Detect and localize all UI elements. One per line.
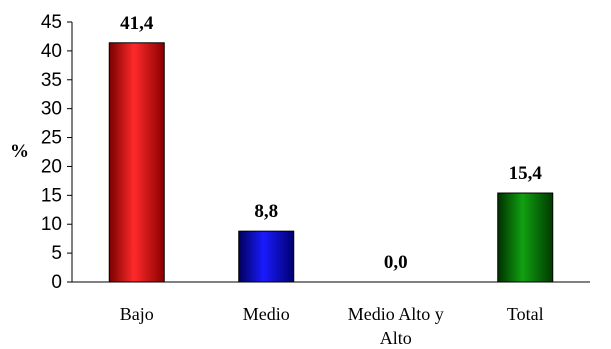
data-label: 15,4: [509, 163, 543, 184]
y-tick-label: 35: [41, 70, 62, 91]
y-tick-label: 40: [41, 41, 62, 62]
y-tick-label: 25: [41, 128, 62, 149]
data-label: 8,8: [254, 201, 278, 222]
y-tick-label: 15: [41, 185, 62, 206]
data-label: 0,0: [384, 252, 408, 273]
y-tick-label: 10: [41, 214, 62, 235]
bar-medio: [238, 230, 295, 283]
y-axis-label: %: [10, 141, 29, 162]
y-tick-label: 20: [41, 156, 62, 177]
x-category-label: Medio: [243, 304, 290, 324]
x-category-label: Alto: [380, 328, 412, 348]
y-tick-label: 30: [41, 99, 62, 120]
data-label: 41,4: [120, 13, 154, 34]
y-tick-label: 5: [51, 243, 62, 264]
bar-bajo: [108, 42, 165, 283]
x-category-label: Bajo: [120, 304, 154, 324]
bar-total: [497, 192, 554, 283]
x-category-label: Medio Alto y: [348, 304, 444, 324]
y-tick-label: 0: [51, 272, 62, 293]
x-category-label: Total: [507, 304, 544, 324]
y-tick-label: 45: [41, 12, 62, 33]
